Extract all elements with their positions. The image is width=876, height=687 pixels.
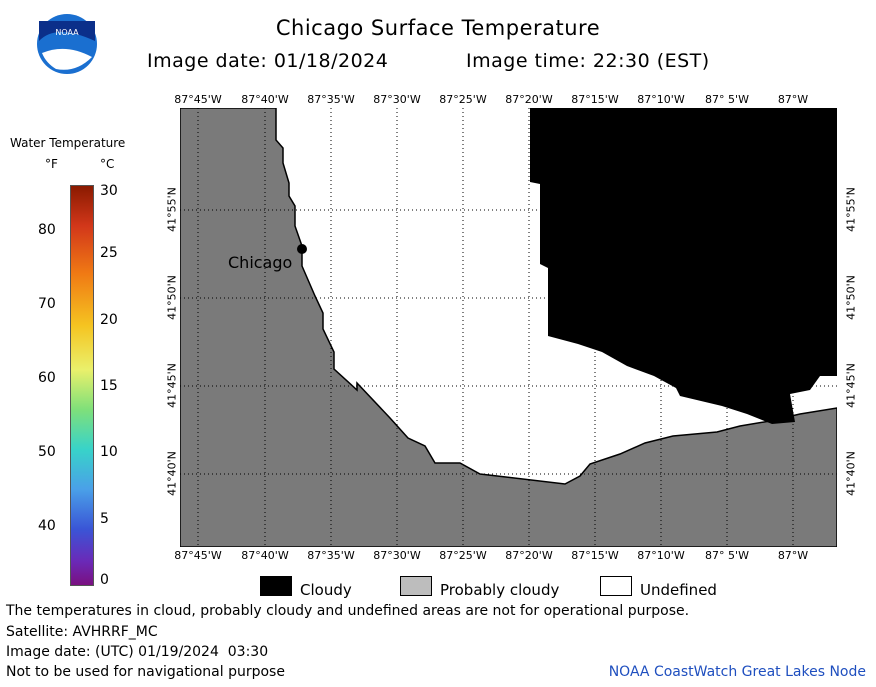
noaa-logo: NOAA — [37, 14, 97, 74]
latitude-label: 41°45'N — [165, 363, 179, 408]
longitude-label: 87°15'W — [571, 549, 619, 562]
cloud-area — [530, 108, 837, 424]
c-tick-label: 0 — [100, 572, 109, 588]
legend-label-cloudy: Cloudy — [300, 581, 352, 599]
legend-swatch-undefined — [600, 576, 632, 596]
legend-swatch-probably-cloudy — [400, 576, 432, 596]
longitude-label: 87°W — [777, 549, 809, 562]
f-tick-label: 60 — [38, 370, 56, 386]
longitude-label: 87°45'W — [174, 93, 222, 106]
city-label: Chicago — [228, 253, 293, 272]
f-tick-label: 40 — [38, 518, 56, 534]
image-date: Image date: 01/18/2024 — [147, 50, 389, 72]
credit-text: NOAA CoastWatch Great Lakes Node — [608, 664, 866, 680]
longitude-label: 87°15'W — [571, 93, 619, 106]
f-tick-label: 70 — [38, 296, 56, 312]
c-tick-label: 30 — [100, 183, 118, 199]
legend-swatch-cloudy — [260, 576, 292, 596]
c-tick-label: 5 — [100, 511, 109, 527]
c-tick-label: 10 — [100, 444, 118, 460]
longitude-labels-bottom: 87°45'W 87°40'W 87°35'W 87°30'W 87°25'W 87°20… — [0, 549, 876, 563]
longitude-label: 87°10'W — [637, 93, 685, 106]
longitude-label: 87°30'W — [373, 93, 421, 106]
longitude-label: 87°20'W — [505, 549, 553, 562]
longitude-label: 87°25'W — [439, 549, 487, 562]
page-title: Chicago Surface Temperature — [275, 16, 601, 40]
colorbar-unit-f: °F — [45, 157, 58, 171]
colorbar-title: Water Temperature — [10, 136, 126, 150]
temperature-colorbar — [70, 185, 94, 586]
longitude-label: 87°35'W — [307, 93, 355, 106]
svg-text:NOAA: NOAA — [55, 28, 79, 37]
colorbar-unit-c: °C — [100, 157, 115, 171]
disclaimer-text: The temperatures in cloud, probably clou… — [6, 603, 690, 619]
latitude-labels-left: 41°55'N 41°50'N 41°45'N 41°40'N — [0, 0, 180, 687]
longitude-label: 87°25'W — [439, 93, 487, 106]
longitude-labels-top: 87°45'W 87°40'W 87°35'W 87°30'W 87°25'W 87°20… — [0, 93, 876, 107]
image-time: Image time: 22:30 (EST) — [466, 50, 710, 72]
legend-label-undefined: Undefined — [640, 581, 717, 599]
longitude-label: 87°40'W — [241, 93, 289, 106]
f-tick-label: 50 — [38, 444, 56, 460]
c-tick-label: 15 — [100, 378, 118, 394]
latitude-label: 41°40'N — [165, 451, 179, 496]
legend-label-probably-cloudy: Probably cloudy — [440, 581, 560, 599]
longitude-label: 87°W — [777, 93, 809, 106]
latitude-label: 41°55'N — [844, 187, 858, 232]
c-tick-label: 25 — [100, 245, 118, 261]
chicago-marker — [297, 244, 307, 254]
c-tick-label: 20 — [100, 312, 118, 328]
longitude-label: 87°30'W — [373, 549, 421, 562]
latitude-label: 41°55'N — [165, 187, 179, 232]
longitude-label: 87°20'W — [505, 93, 553, 106]
land-area — [180, 108, 837, 547]
nav-warning-text: Not to be used for navigational purpose — [6, 664, 285, 680]
longitude-label: 87° 5'W — [705, 549, 749, 562]
latitude-label: 41°40'N — [844, 451, 858, 496]
graticule — [180, 108, 837, 547]
utc-date-text: Image date: (UTC) 01/19/2024 03:30 — [6, 644, 269, 660]
longitude-label: 87°40'W — [241, 549, 289, 562]
latitude-label: 41°50'N — [844, 275, 858, 320]
longitude-label: 87° 5'W — [705, 93, 749, 106]
f-tick-label: 80 — [38, 222, 56, 238]
latitude-label: 41°45'N — [844, 363, 858, 408]
longitude-label: 87°45'W — [174, 549, 222, 562]
longitude-label: 87°35'W — [307, 549, 355, 562]
longitude-label: 87°10'W — [637, 549, 685, 562]
map-panel — [180, 108, 837, 547]
latitude-label: 41°50'N — [165, 275, 179, 320]
satellite-text: Satellite: AVHRRF_MC — [6, 624, 158, 640]
latitude-labels-right: 41°55'N 41°50'N 41°45'N 41°40'N — [837, 0, 876, 687]
